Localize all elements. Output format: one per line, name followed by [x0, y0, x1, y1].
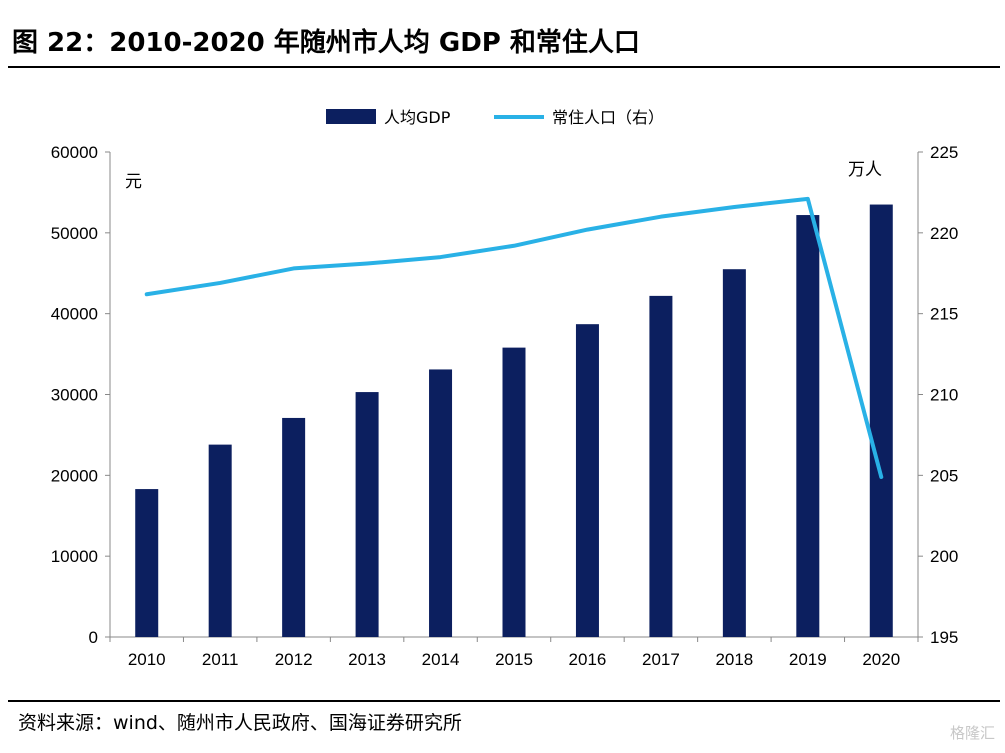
left-axis-unit: 元	[125, 172, 142, 192]
bar-2018	[722, 269, 746, 637]
left-tick-label: 10000	[51, 547, 98, 566]
left-axis: 0 10000 20000 30000 40000 50000 60000	[51, 143, 111, 647]
right-tick-label: 210	[930, 386, 958, 405]
chart-svg: 0 10000 20000 30000 40000 50000 60000 195 200 20…	[51, 108, 959, 669]
x-tick-label: 2019	[789, 650, 827, 669]
x-tick-label: 2013	[348, 650, 386, 669]
source-note: 资料来源：wind、随州市人民政府、国海证券研究所	[18, 712, 462, 734]
left-tick-label: 30000	[51, 386, 98, 405]
bar-2017	[649, 295, 673, 637]
x-tick-label: 2018	[715, 650, 753, 669]
x-tick-label: 2016	[569, 650, 607, 669]
left-tick-label: 40000	[51, 305, 98, 324]
x-tick-label: 2010	[128, 650, 166, 669]
bar-series	[135, 204, 893, 638]
bar-2016	[575, 324, 599, 637]
x-axis: 2010 2011 2012 2013 2014 2015 2016 2017 2018 2019…	[109, 636, 919, 669]
bar-2020	[869, 204, 893, 637]
x-tick-label: 2012	[275, 650, 313, 669]
watermark-logo: 格隆汇	[949, 724, 995, 742]
line-series	[144, 196, 884, 479]
chart-title: 图 22：2010-2020 年随州市人均 GDP 和常住人口	[12, 28, 640, 58]
legend-bar-swatch	[326, 109, 376, 124]
left-tick-label: 60000	[51, 143, 98, 162]
title-rule	[8, 66, 1000, 68]
x-tick-label: 2015	[495, 650, 533, 669]
bar-2019	[796, 215, 820, 638]
legend-line-label: 常住人口（右）	[552, 108, 664, 127]
right-tick-label: 220	[930, 224, 958, 243]
right-tick-label: 225	[930, 143, 958, 162]
legend-bar-label: 人均GDP	[384, 108, 451, 127]
bar-2011	[208, 444, 232, 637]
right-axis-unit: 万人	[848, 160, 882, 180]
x-tick-label: 2020	[862, 650, 900, 669]
right-tick-label: 205	[930, 466, 958, 485]
bar-2014	[429, 369, 453, 637]
x-tick-label: 2014	[422, 650, 460, 669]
bar-2010	[135, 489, 159, 637]
left-tick-label: 0	[89, 628, 98, 647]
left-tick-label: 50000	[51, 224, 98, 243]
bar-2013	[355, 392, 379, 637]
source-rule	[8, 700, 1000, 702]
right-tick-label: 195	[930, 628, 958, 647]
x-tick-label: 2017	[642, 650, 680, 669]
x-tick-label: 2011	[202, 650, 239, 669]
legend: 人均GDP 常住人口（右）	[326, 108, 664, 127]
left-tick-label: 20000	[51, 466, 98, 485]
bar-2015	[502, 347, 526, 637]
right-axis: 195 200 205 210 215 220 225	[917, 143, 958, 647]
right-tick-label: 200	[930, 547, 958, 566]
bar-2012	[282, 417, 306, 637]
right-tick-label: 215	[930, 305, 958, 324]
